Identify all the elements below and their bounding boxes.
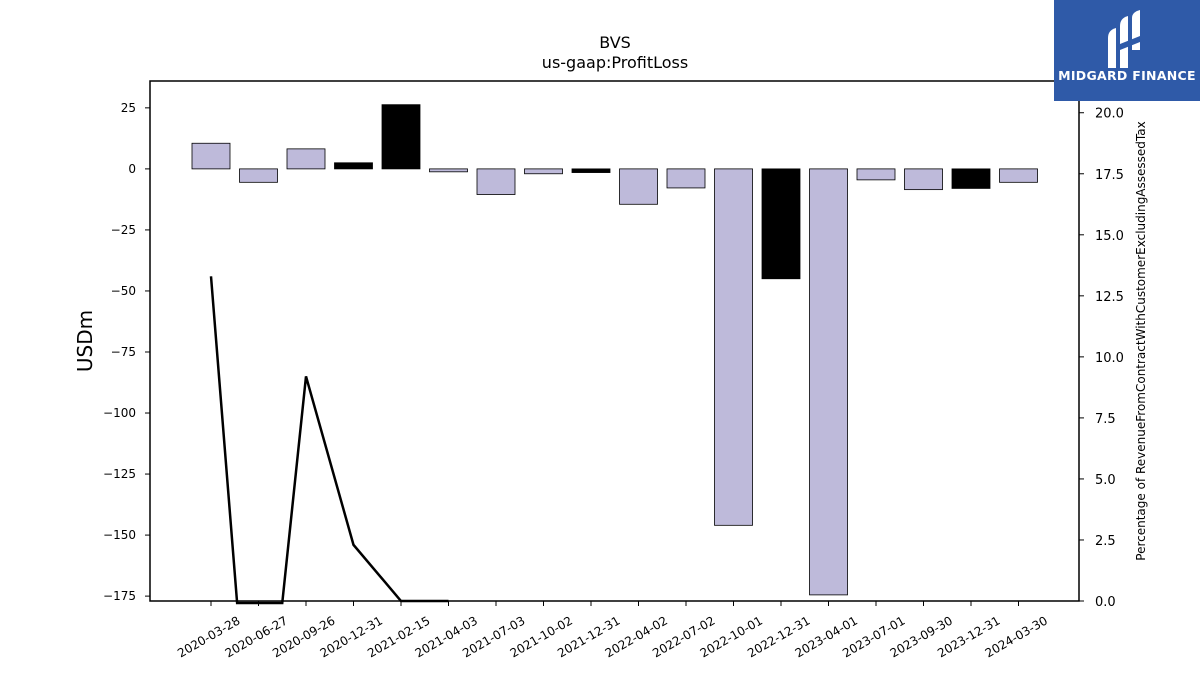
bar-2021-07-03 [476, 168, 516, 195]
y-axis-left: 25 0 −25 −50 −75 −100 −125 −150 −175 [103, 101, 150, 603]
chart-title: BVS [599, 33, 631, 52]
y2-tick-label: 0.0 [1095, 595, 1116, 610]
bar-2023-07-01 [856, 168, 896, 181]
midgard-logo-icon [1108, 10, 1140, 68]
y2-axis-label: Percentage of RevenueFromContractWithCus… [1134, 121, 1148, 560]
bar-2020-06-27 [239, 168, 278, 183]
bar-2022-12-31 [761, 168, 801, 280]
y-tick-label: −125 [103, 467, 136, 481]
y-tick-label: −50 [111, 284, 136, 298]
percentage-line [209, 276, 449, 605]
y-tick-label: −100 [103, 406, 136, 420]
x-axis: 2020-03-282020-06-272020-09-262020-12-31… [175, 601, 1050, 660]
bar-2022-10-01 [714, 168, 753, 526]
y2-tick-label: 10.0 [1095, 351, 1124, 366]
bar-2021-04-03 [429, 168, 468, 173]
y-tick-label: −175 [103, 589, 136, 603]
bar-2020-12-31 [334, 162, 373, 170]
bar-2021-12-31 [571, 168, 611, 173]
brand-name: MIDGARD FINANCE [1058, 68, 1196, 83]
bar-2021-02-15 [381, 104, 421, 170]
bar-2023-09-30 [904, 168, 943, 191]
brand-logo: MIDGARD FINANCE [1054, 0, 1200, 101]
bars-group [191, 104, 1038, 596]
y2-tick-label: 7.5 [1095, 412, 1116, 427]
y2-tick-label: 5.0 [1095, 473, 1116, 488]
y2-tick-label: 20.0 [1095, 107, 1124, 122]
bar-2022-07-02 [666, 168, 706, 189]
y2-tick-label: 17.5 [1095, 168, 1124, 183]
plot-frame [149, 80, 1080, 602]
chart-subtitle: us-gaap:ProfitLoss [542, 53, 688, 72]
y-tick-label: −75 [111, 345, 136, 359]
y2-tick-label: 12.5 [1095, 290, 1124, 305]
bar-2021-10-02 [524, 168, 563, 175]
y-tick-label: 0 [128, 162, 136, 176]
bar-2023-04-01 [809, 168, 848, 596]
y2-tick-label: 15.0 [1095, 229, 1124, 244]
y-axis-label: USDm [73, 310, 97, 372]
y2-tick-label: 2.5 [1095, 534, 1116, 549]
y-tick-label: 25 [121, 101, 136, 115]
bar-2023-12-31 [951, 168, 991, 189]
line-group [209, 276, 449, 605]
y-axis-right: 0.0 2.5 5.0 7.5 10.0 12.5 15.0 17.5 20.0 [1079, 107, 1124, 610]
bar-2022-04-02 [619, 168, 658, 205]
bar-2024-03-30 [999, 168, 1038, 183]
bar-2020-09-26 [286, 148, 326, 170]
y-tick-label: −150 [103, 528, 136, 542]
y-tick-label: −25 [111, 223, 136, 237]
bar-2020-03-28 [191, 142, 231, 170]
